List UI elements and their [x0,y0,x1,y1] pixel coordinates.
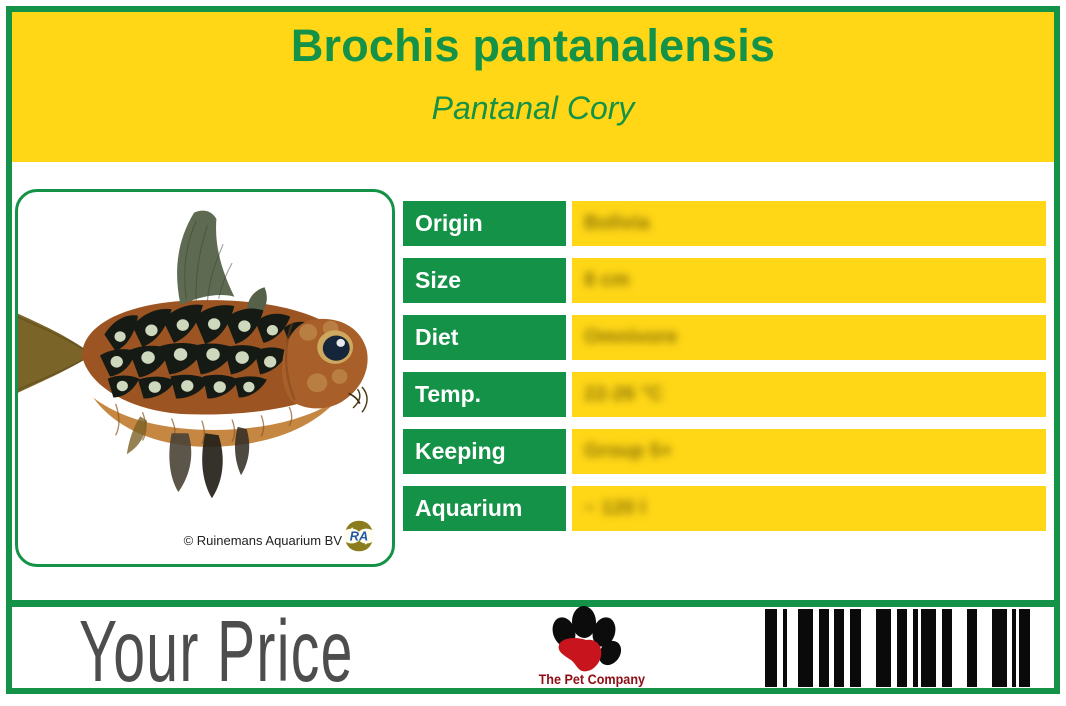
svg-text:RA: RA [350,528,368,543]
